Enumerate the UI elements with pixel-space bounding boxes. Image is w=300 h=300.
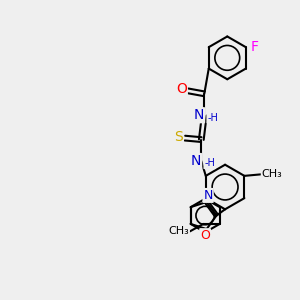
Text: F: F — [250, 40, 258, 54]
Text: N: N — [203, 189, 213, 202]
Text: -H: -H — [204, 158, 215, 168]
Text: N: N — [194, 108, 204, 122]
Text: O: O — [200, 229, 210, 242]
Text: O: O — [176, 82, 187, 96]
Text: S: S — [174, 130, 183, 144]
Text: N: N — [191, 154, 201, 168]
Text: CH₃: CH₃ — [168, 226, 189, 236]
Text: -H: -H — [207, 112, 218, 123]
Text: CH₃: CH₃ — [262, 169, 282, 179]
